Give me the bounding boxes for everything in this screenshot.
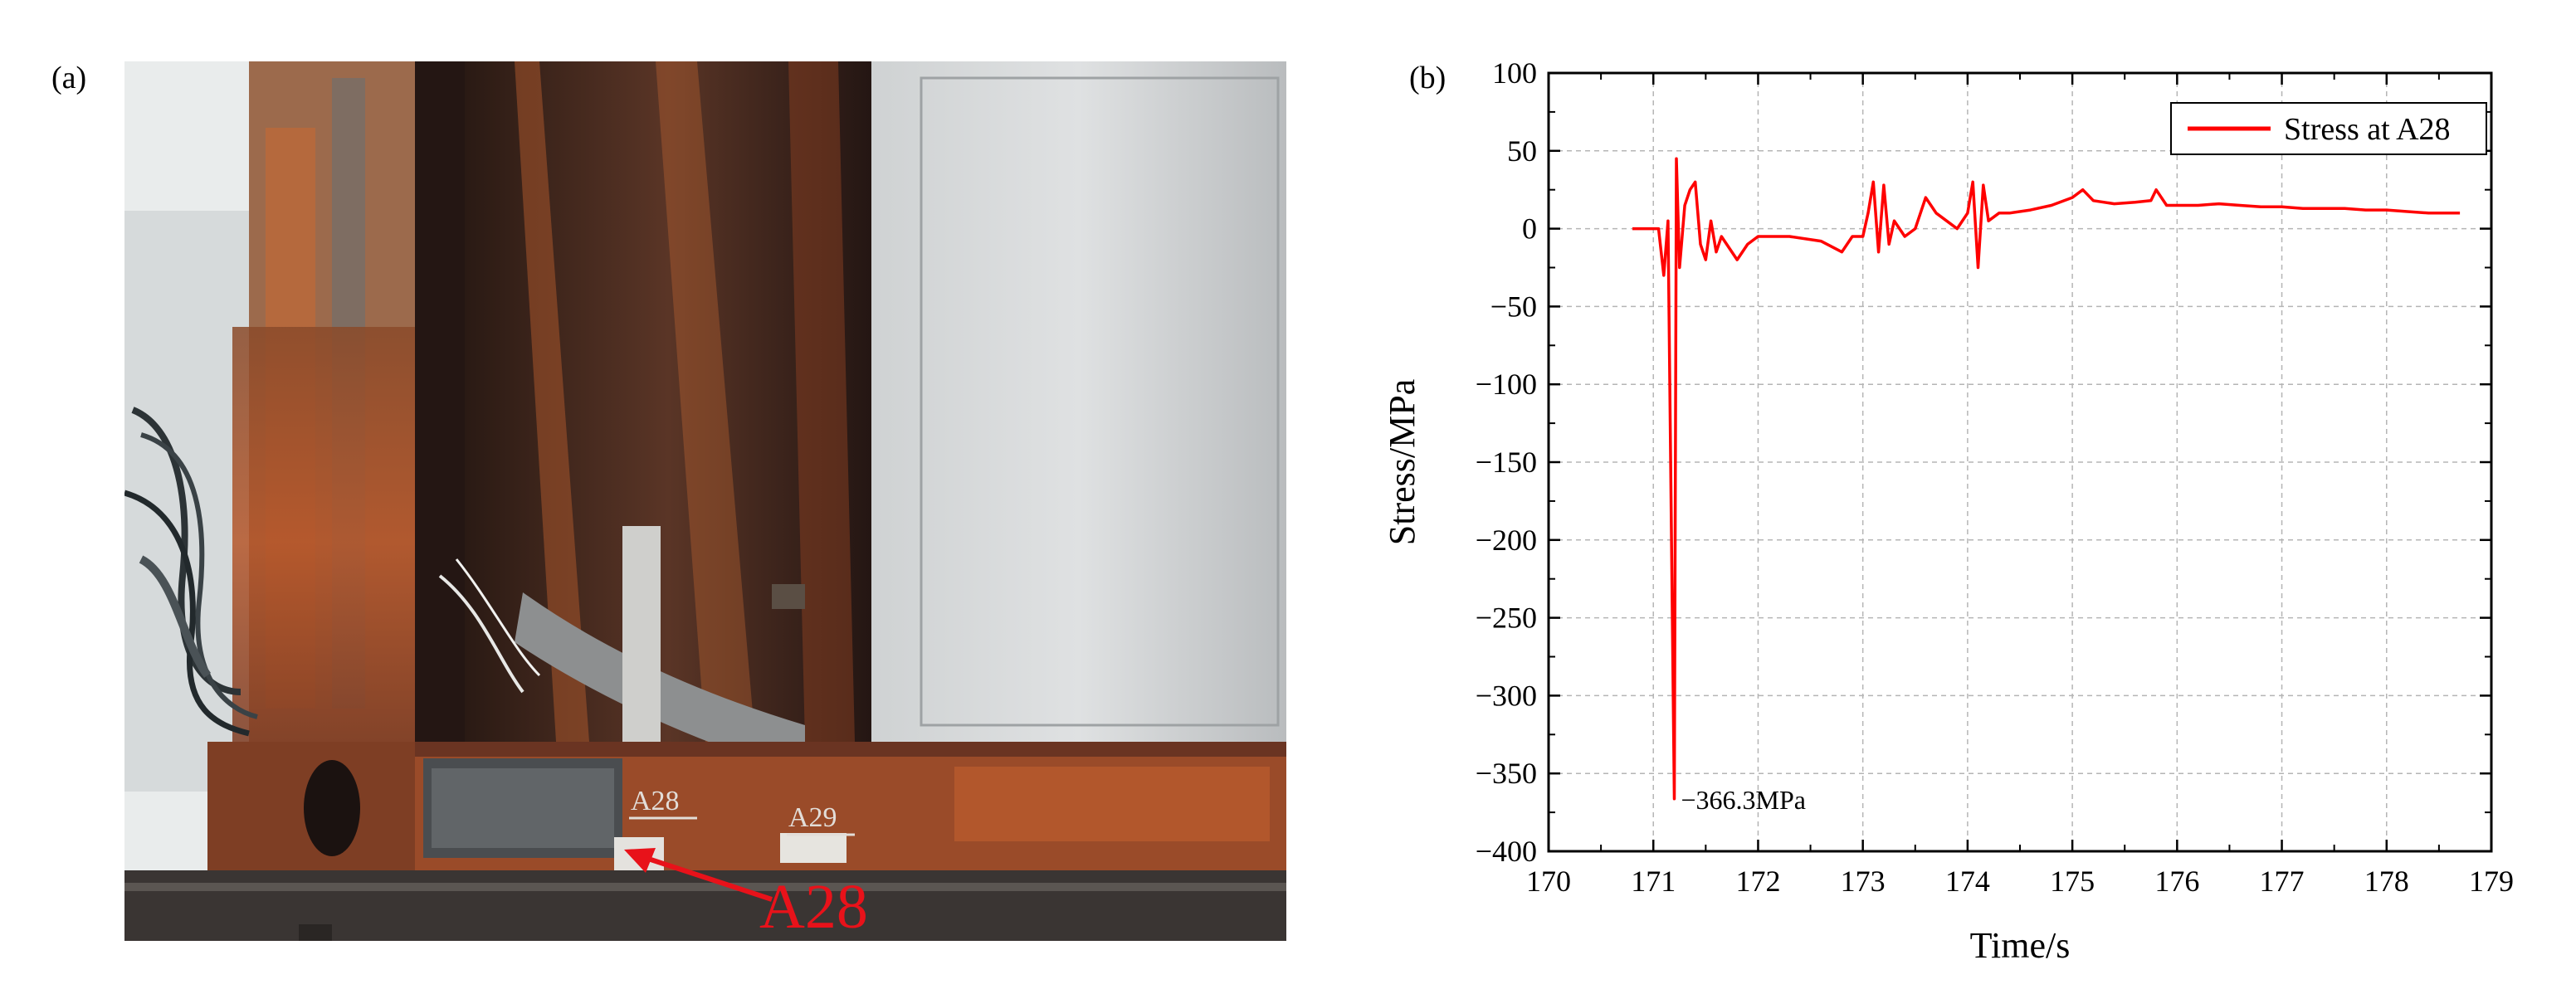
x-tick-label: 175: [2050, 865, 2095, 898]
x-tick-label: 173: [1841, 865, 1886, 898]
y-tick-label: −200: [1476, 524, 1537, 557]
x-tick-label: 172: [1735, 865, 1780, 898]
stress-chart: 170 171 172 173 174 175 176 177 178 179 100 50 0 −50 −…: [1361, 33, 2556, 979]
series-line-stress-a28: [1632, 157, 2461, 801]
photo-illustration: A28 A29 A28: [124, 61, 1286, 942]
panel-label-a: (a): [51, 61, 87, 95]
y-tick-label: −250: [1476, 602, 1537, 635]
photo-steel-frame: A28 A29 A28: [124, 61, 1286, 942]
photo-marker-a29: A29: [788, 802, 837, 833]
y-tick-label: −50: [1490, 290, 1537, 323]
callout-arrow: [624, 848, 773, 902]
x-tick-label: 171: [1631, 865, 1676, 898]
x-tick-label: 176: [2154, 865, 2199, 898]
callout-label-a28: A28: [759, 872, 868, 941]
y-tick-label: 50: [1507, 134, 1537, 168]
legend-label: Stress at A28: [2284, 112, 2451, 147]
legend: Stress at A28: [2170, 102, 2487, 155]
x-axis-label: Time/s: [1970, 925, 2071, 966]
x-tick-label: 177: [2260, 865, 2305, 898]
y-tick-label: −300: [1476, 679, 1537, 712]
chart-svg: 170 171 172 173 174 175 176 177 178 179 100 50 0 −50 −…: [1382, 56, 2514, 966]
grid: [1549, 73, 2491, 851]
y-tick-label: 100: [1492, 56, 1537, 90]
x-tick-label: 170: [1526, 865, 1571, 898]
y-tick-label: −150: [1476, 446, 1537, 479]
x-tick-label: 178: [2364, 865, 2409, 898]
x-tick-label: 179: [2469, 865, 2514, 898]
annotation-min-stress: −366.3MPa: [1681, 785, 1806, 815]
y-axis-label: Stress/MPa: [1382, 379, 1422, 545]
panel-label-b: (b): [1409, 61, 1447, 95]
y-tick-label: −400: [1476, 835, 1537, 868]
y-tick-label: 0: [1522, 212, 1537, 246]
axis-ticks: 170 171 172 173 174 175 176 177 178 179 100 50 0 −50 −…: [1476, 56, 2514, 898]
photo-marker-a28: A28: [631, 786, 680, 816]
x-tick-label: 174: [1945, 865, 1990, 898]
series-layer: [1632, 157, 2461, 801]
y-tick-label: −100: [1476, 368, 1537, 401]
y-tick-label: −350: [1476, 757, 1537, 790]
